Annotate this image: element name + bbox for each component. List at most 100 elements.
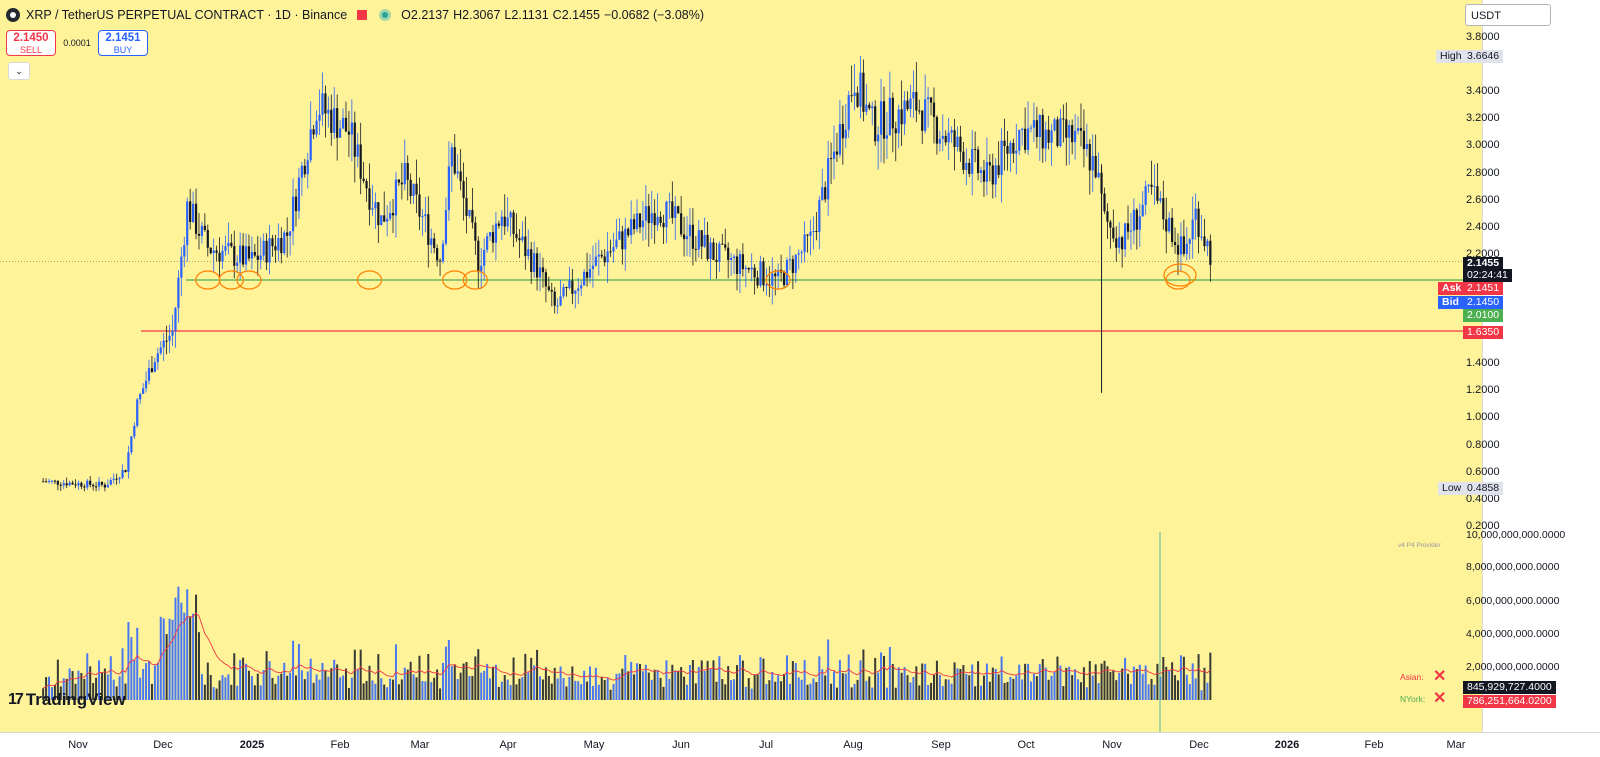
volume-bar (171, 619, 174, 700)
candle-body (1041, 114, 1044, 149)
volume-bar (924, 663, 927, 700)
price-chart[interactable] (0, 0, 1482, 732)
candle-body (89, 480, 92, 485)
candle-body (682, 234, 686, 240)
candle-body (142, 388, 145, 394)
volume-bar (785, 655, 788, 700)
candle-body (615, 239, 618, 248)
candle-body (991, 165, 994, 185)
candle-body (192, 203, 195, 222)
flag-icon[interactable] (357, 10, 368, 20)
volume-bar (356, 668, 359, 700)
volume-bar (883, 655, 885, 700)
volume-bar (935, 660, 938, 700)
volume-bar (59, 686, 62, 700)
tradingview-logo[interactable]: 17 TradingView (8, 690, 126, 710)
volume-bar (721, 679, 724, 700)
candle-body (1053, 119, 1056, 131)
volume-bar (703, 671, 706, 700)
volume-bar (1182, 656, 1185, 700)
symbol-legend: XRP / TetherUS PERPETUAL CONTRACT · 1D ·… (6, 8, 704, 22)
candle-body (709, 242, 712, 260)
buy-button[interactable]: 2.1451 BUY (98, 30, 148, 56)
sell-button[interactable]: 2.1450 SELL (6, 30, 56, 56)
volume-bar (159, 616, 162, 700)
volume-bar (180, 602, 183, 700)
candle-body (1032, 120, 1036, 128)
candle-body (1135, 209, 1138, 230)
volume-bar (918, 685, 921, 700)
price-scale[interactable] (1482, 0, 1600, 732)
volume-bar (148, 661, 150, 700)
volume-bar (1071, 675, 1074, 700)
chart-pane[interactable] (0, 0, 1482, 732)
volume-bar (609, 689, 612, 700)
candle-body (609, 251, 612, 253)
volume-bar (994, 668, 997, 700)
volume-bar (253, 685, 256, 700)
volume-bar (1074, 669, 1077, 700)
candle-body (915, 91, 918, 111)
candle-body (1109, 221, 1112, 228)
candle-body (194, 203, 198, 234)
volume-bar (871, 687, 874, 700)
collapse-legend-button[interactable]: ⌄ (8, 62, 30, 80)
volume-bar (959, 668, 962, 700)
candle-body (1062, 118, 1065, 120)
candle-body (56, 480, 59, 485)
symbol-title[interactable]: XRP / TetherUS PERPETUAL CONTRACT · 1D ·… (26, 8, 348, 22)
candle-body (209, 247, 212, 254)
candle-body (559, 296, 562, 306)
volume-bar (83, 678, 86, 700)
candle-body (483, 249, 486, 266)
lower-support-price-label: 1.6350 (1463, 326, 1504, 339)
volume-bar (856, 679, 859, 700)
candle-body (1123, 223, 1127, 250)
candle-body (1076, 128, 1080, 131)
candle-body (1015, 150, 1018, 154)
volume-value-1: 845,929,727.4000 (1463, 681, 1556, 694)
asian-close-icon[interactable]: ✕ (1433, 668, 1447, 685)
volume-bar (874, 657, 877, 700)
candle-body (906, 100, 909, 110)
volume-bar (736, 665, 738, 700)
candle-body (668, 201, 671, 203)
candle-body (391, 212, 395, 216)
volume-bar (42, 688, 45, 700)
volume-bar (239, 660, 242, 700)
candle-body (1144, 186, 1147, 205)
volume-bar (891, 664, 894, 700)
candle-body (1050, 130, 1053, 143)
candle-body (562, 286, 565, 297)
candle-body (1006, 146, 1009, 154)
xrp-icon (6, 8, 20, 22)
volume-bar (768, 680, 771, 700)
candle-body (324, 93, 327, 114)
candle-body (491, 232, 495, 243)
candle-body (300, 165, 303, 178)
time-axis[interactable] (0, 732, 1600, 757)
volume-bar (809, 683, 812, 700)
candle-body (488, 232, 492, 237)
candle-body (874, 106, 877, 142)
volume-bar (680, 667, 683, 700)
volume-bar (103, 668, 106, 700)
volume-bar (1132, 666, 1135, 700)
volume-ma-line (42, 612, 1211, 689)
volume-bar (139, 677, 142, 700)
volume-bar (733, 679, 736, 700)
currency-select[interactable]: USDT (1465, 4, 1551, 26)
volume-bar (1038, 664, 1041, 700)
market-status-icon[interactable] (379, 9, 392, 21)
nyork-close-icon[interactable]: ✕ (1433, 690, 1447, 707)
volume-bar (759, 657, 762, 700)
volume-bar (568, 676, 571, 700)
volume-bar (800, 679, 803, 700)
volume-bar (574, 680, 577, 700)
bid-label: Bid (1438, 296, 1463, 309)
candle-body (756, 277, 759, 286)
volume-bar (1127, 673, 1130, 700)
volume-bar (359, 649, 362, 700)
candle-body (774, 273, 777, 277)
volume-bar (1035, 676, 1038, 700)
